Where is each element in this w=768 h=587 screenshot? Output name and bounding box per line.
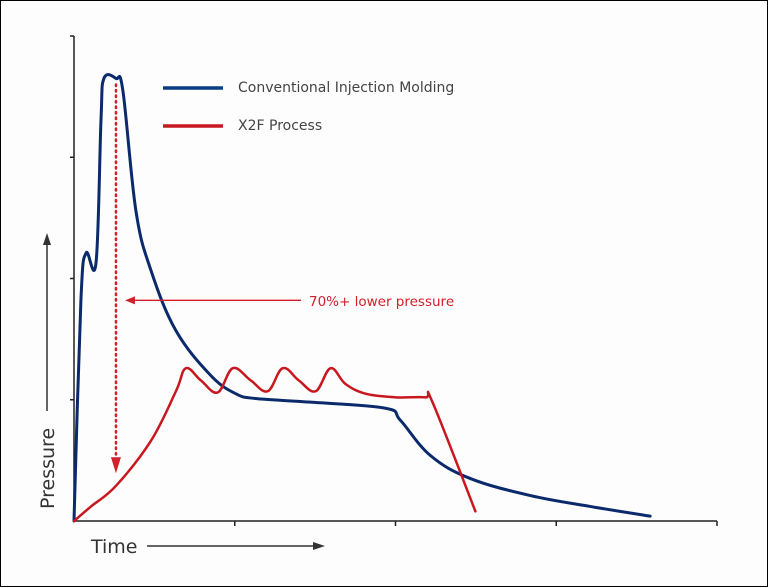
annotation-label: 70%+ lower pressure xyxy=(309,294,454,310)
series-lines xyxy=(72,73,652,523)
x-axis-arrow-head xyxy=(313,542,325,550)
x-axis-title: Time xyxy=(90,536,138,558)
y-axis-arrow-head xyxy=(43,233,51,245)
drop-arrow-head xyxy=(110,457,121,474)
axes xyxy=(70,35,718,526)
series-line-conventional xyxy=(72,73,652,523)
pointer-arrow-head xyxy=(124,296,135,305)
legend-label-x2f: X2F Process xyxy=(238,118,322,134)
annotation xyxy=(110,83,301,474)
x-axis-label: Time xyxy=(90,536,325,558)
legend: Conventional Injection Molding X2F Proce… xyxy=(163,80,454,134)
y-axis-title: Pressure xyxy=(37,428,59,509)
legend-label-conventional: Conventional Injection Molding xyxy=(238,80,454,96)
series-line-x2f xyxy=(72,366,477,523)
y-axis-label: Pressure xyxy=(37,233,59,509)
